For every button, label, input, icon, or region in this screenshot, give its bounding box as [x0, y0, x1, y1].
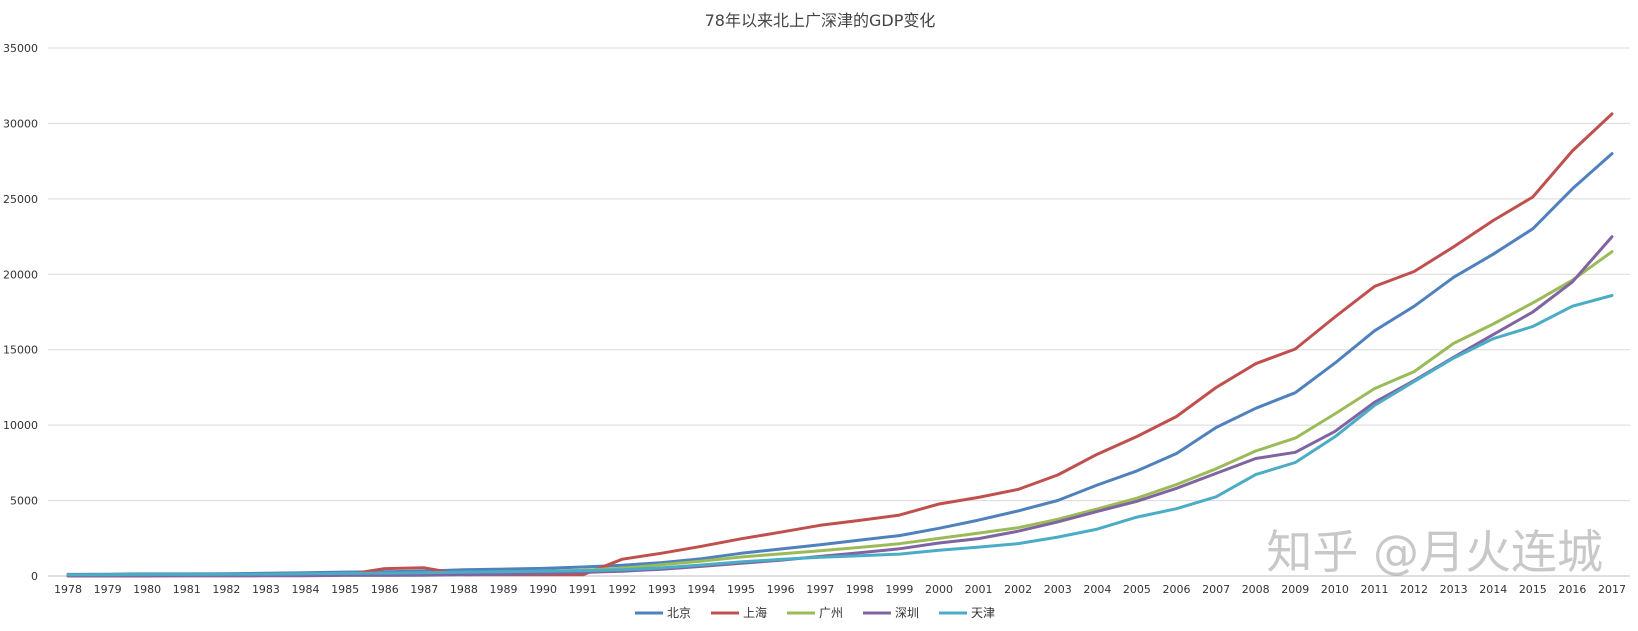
gridlines — [48, 47, 1630, 502]
x-tick-label: 1982 — [212, 583, 240, 596]
y-tick-label: 20000 — [3, 268, 38, 281]
legend-label: 深圳 — [895, 606, 919, 620]
x-tick-label: 1981 — [173, 583, 201, 596]
x-tick-label: 2001 — [965, 583, 993, 596]
series-line-上海 — [66, 112, 1614, 577]
x-tick-label: 1999 — [885, 583, 913, 596]
x-tick-label: 1988 — [450, 583, 478, 596]
x-tick-label: 1995 — [727, 583, 755, 596]
x-tick-label: 2002 — [1004, 583, 1032, 596]
y-tick-label: 30000 — [3, 117, 38, 130]
x-tick-label: 2013 — [1440, 583, 1468, 596]
x-tick-label: 1989 — [489, 583, 517, 596]
x-tick-label: 2014 — [1479, 583, 1507, 596]
series-line-深圳 — [66, 235, 1614, 578]
x-tick-label: 2005 — [1123, 583, 1151, 596]
x-tick-label: 2015 — [1519, 583, 1547, 596]
y-tick-label: 35000 — [3, 42, 38, 55]
chart-title: 78年以来北上广深津的GDP变化 — [705, 11, 936, 30]
x-tick-label: 1992 — [608, 583, 636, 596]
x-tick-label: 2011 — [1360, 583, 1388, 596]
series-line-天津 — [66, 294, 1614, 577]
x-tick-label: 2009 — [1281, 583, 1309, 596]
y-tick-label: 10000 — [3, 419, 38, 432]
x-tick-label: 1998 — [846, 583, 874, 596]
legend-label: 广州 — [819, 606, 843, 620]
x-tick-label: 1991 — [569, 583, 597, 596]
x-tick-label: 1987 — [410, 583, 438, 596]
x-tick-label: 2010 — [1321, 583, 1349, 596]
legend-label: 天津 — [971, 606, 995, 620]
x-tick-label: 2012 — [1400, 583, 1428, 596]
x-tick-label: 1980 — [133, 583, 161, 596]
x-tick-label: 2008 — [1242, 583, 1270, 596]
x-tick-label: 2017 — [1598, 583, 1626, 596]
x-tick-label: 1993 — [648, 583, 676, 596]
x-tick-label: 2016 — [1558, 583, 1586, 596]
x-tick-label: 1997 — [806, 583, 834, 596]
x-tick-label: 2004 — [1083, 583, 1111, 596]
x-tick-label: 1984 — [292, 583, 320, 596]
series-line-北京 — [66, 152, 1614, 576]
x-tick-label: 2006 — [1163, 583, 1191, 596]
x-tick-label: 1978 — [54, 583, 82, 596]
y-tick-label: 25000 — [3, 193, 38, 206]
y-tick-label: 5000 — [10, 495, 38, 508]
x-tick-label: 2000 — [925, 583, 953, 596]
x-tick-label: 1994 — [687, 583, 715, 596]
series-lines — [66, 112, 1614, 578]
x-tick-label: 2007 — [1202, 583, 1230, 596]
x-tick-label: 1985 — [331, 583, 359, 596]
watermark: 知乎 @月火连城 — [1266, 525, 1603, 579]
x-tick-label: 1979 — [94, 583, 122, 596]
x-tick-label: 1986 — [371, 583, 399, 596]
x-tick-label: 1996 — [767, 583, 795, 596]
x-tick-label: 1983 — [252, 583, 280, 596]
legend-label: 北京 — [667, 606, 691, 620]
x-axis-ticks: 1978 1979 1980 1981 1982 1983 1984 1985 1986 1987… — [54, 583, 1626, 596]
legend: 北京 上海 广州 深圳 天津 — [635, 605, 995, 620]
y-axis-ticks: 0 5000 10000 15000 20000 25000 30000 35000 — [3, 42, 38, 583]
x-tick-label: 1990 — [529, 583, 557, 596]
legend-label: 上海 — [743, 605, 767, 620]
x-tick-label: 2003 — [1044, 583, 1072, 596]
y-tick-label: 15000 — [3, 344, 38, 357]
y-tick-label: 0 — [31, 570, 38, 583]
